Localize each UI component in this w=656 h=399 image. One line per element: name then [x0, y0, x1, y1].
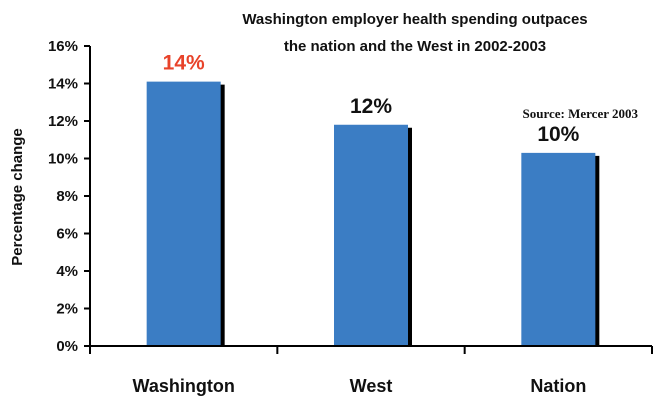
y-tick-label: 0%: [56, 338, 78, 355]
y-tick-label: 8%: [56, 188, 78, 205]
y-tick-label: 6%: [56, 226, 78, 243]
labels-layer: 14% Washington 12% West 10% Nation 0% 2% 4% 6% 8% 1…: [48, 38, 586, 396]
bar-nation: [521, 152, 596, 346]
x-tick-label-washington: Washington: [133, 376, 235, 396]
value-label-nation: 10%: [537, 123, 579, 146]
y-tick-label: 10%: [48, 151, 78, 168]
bar-washington: [146, 81, 221, 346]
bar-west: [334, 124, 408, 346]
y-tick-label: 2%: [56, 301, 78, 318]
y-tick-label: 16%: [48, 38, 78, 55]
source-note: Source: Mercer 2003: [522, 106, 638, 121]
y-tick-label: 12%: [48, 113, 78, 130]
y-tick-label: 14%: [48, 76, 78, 93]
y-tick-label: 4%: [56, 263, 78, 280]
bars-layer: [146, 81, 600, 346]
value-label-washington: 14%: [163, 52, 205, 75]
x-tick-label-nation: Nation: [530, 376, 586, 396]
value-label-west: 12%: [350, 95, 392, 118]
y-axis-label: Percentage change: [9, 128, 26, 266]
axes: [84, 45, 653, 354]
chart-title-line-2: the nation and the West in 2002-2003: [284, 38, 546, 55]
x-tick-label-west: West: [350, 376, 393, 396]
chart-title-line-1: Washington employer health spending outp…: [242, 11, 587, 28]
